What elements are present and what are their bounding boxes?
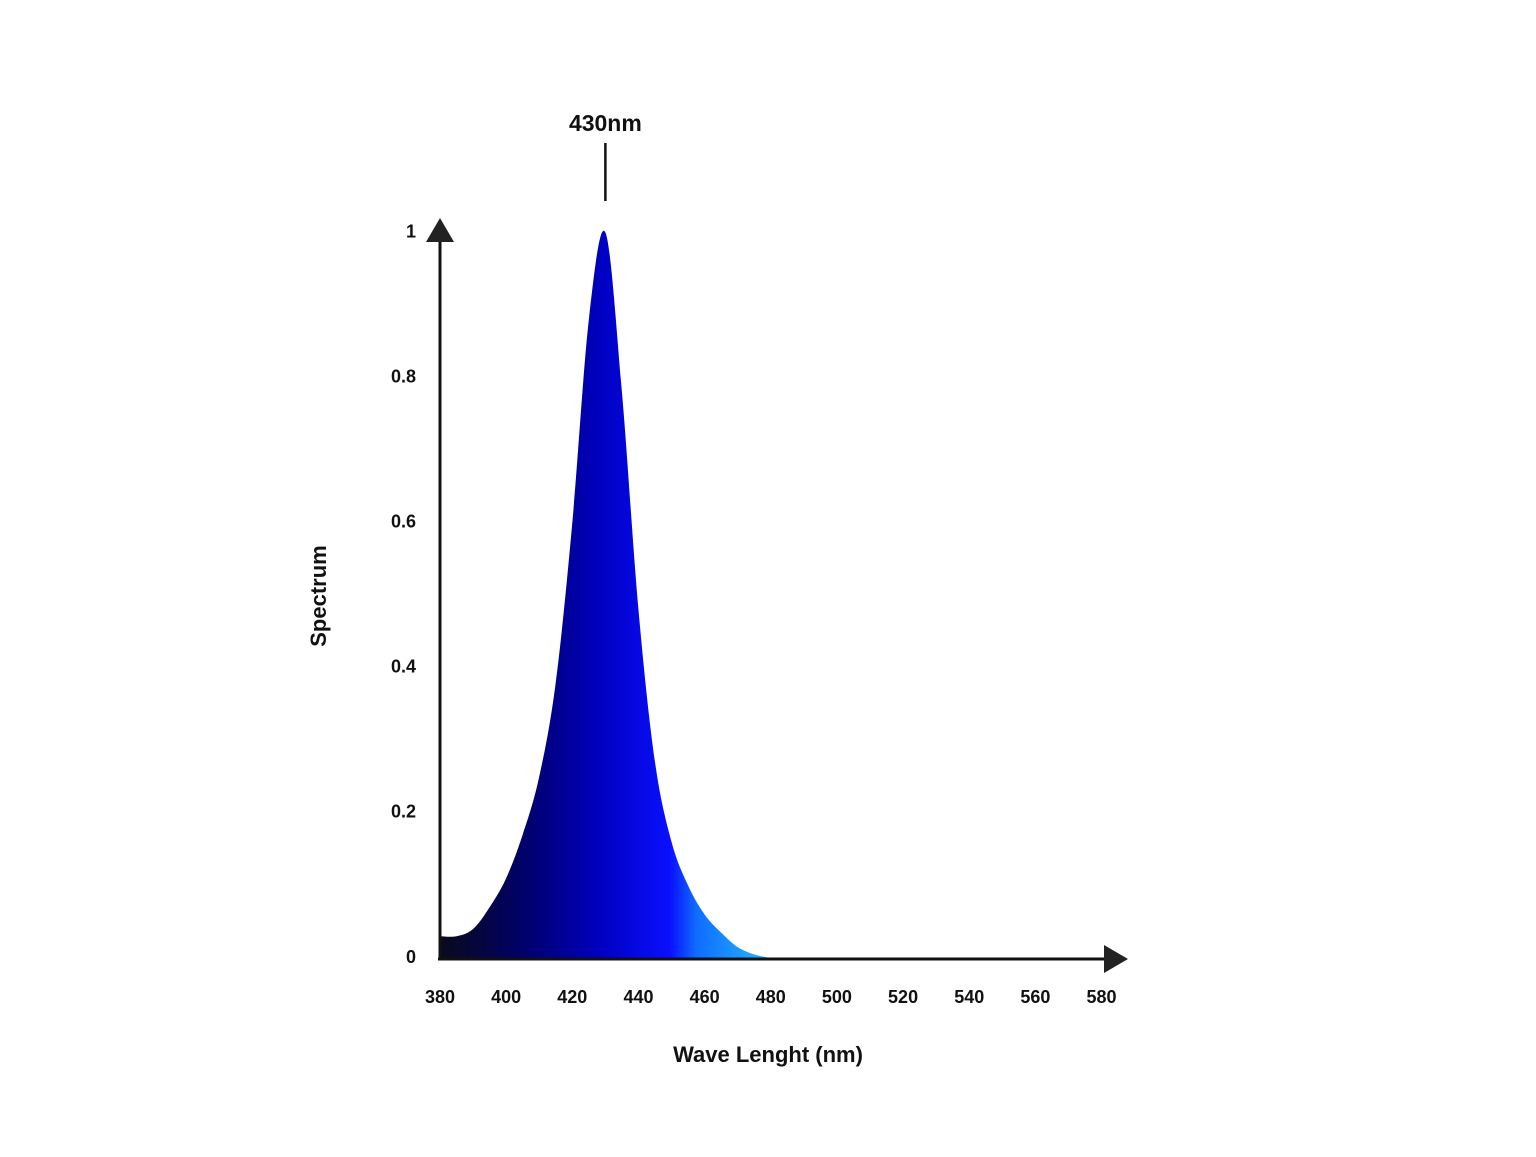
y-tick-label: 0.8 (391, 366, 416, 386)
x-axis-arrow (1104, 945, 1128, 973)
x-tick-label: 500 (822, 987, 852, 1007)
y-tick-label: 0.6 (391, 511, 416, 531)
x-tick-label: 460 (690, 987, 720, 1007)
spectrum-area (440, 230, 771, 958)
x-tick-label: 560 (1020, 987, 1050, 1007)
plot-area (440, 230, 771, 958)
x-tick-label: 520 (888, 987, 918, 1007)
x-tick-label: 480 (756, 987, 786, 1007)
y-tick-label: 1 (406, 221, 416, 241)
y-tick-label: 0 (406, 947, 416, 967)
x-tick-label: 420 (557, 987, 587, 1007)
x-tick-label: 580 (1087, 987, 1117, 1007)
y-axis-arrow (426, 218, 454, 242)
y-axis-title: Spectrum (306, 545, 331, 646)
x-tick-label: 380 (425, 987, 455, 1007)
x-tick-label: 400 (491, 987, 521, 1007)
annotation-label: 430nm (569, 110, 642, 136)
y-tick-label: 0.4 (391, 657, 416, 677)
x-axis-title: Wave Lenght (nm) (673, 1042, 863, 1067)
x-tick-label: 540 (954, 987, 984, 1007)
x-tick-label: 440 (623, 987, 653, 1007)
y-tick-label: 0.2 (391, 802, 416, 822)
